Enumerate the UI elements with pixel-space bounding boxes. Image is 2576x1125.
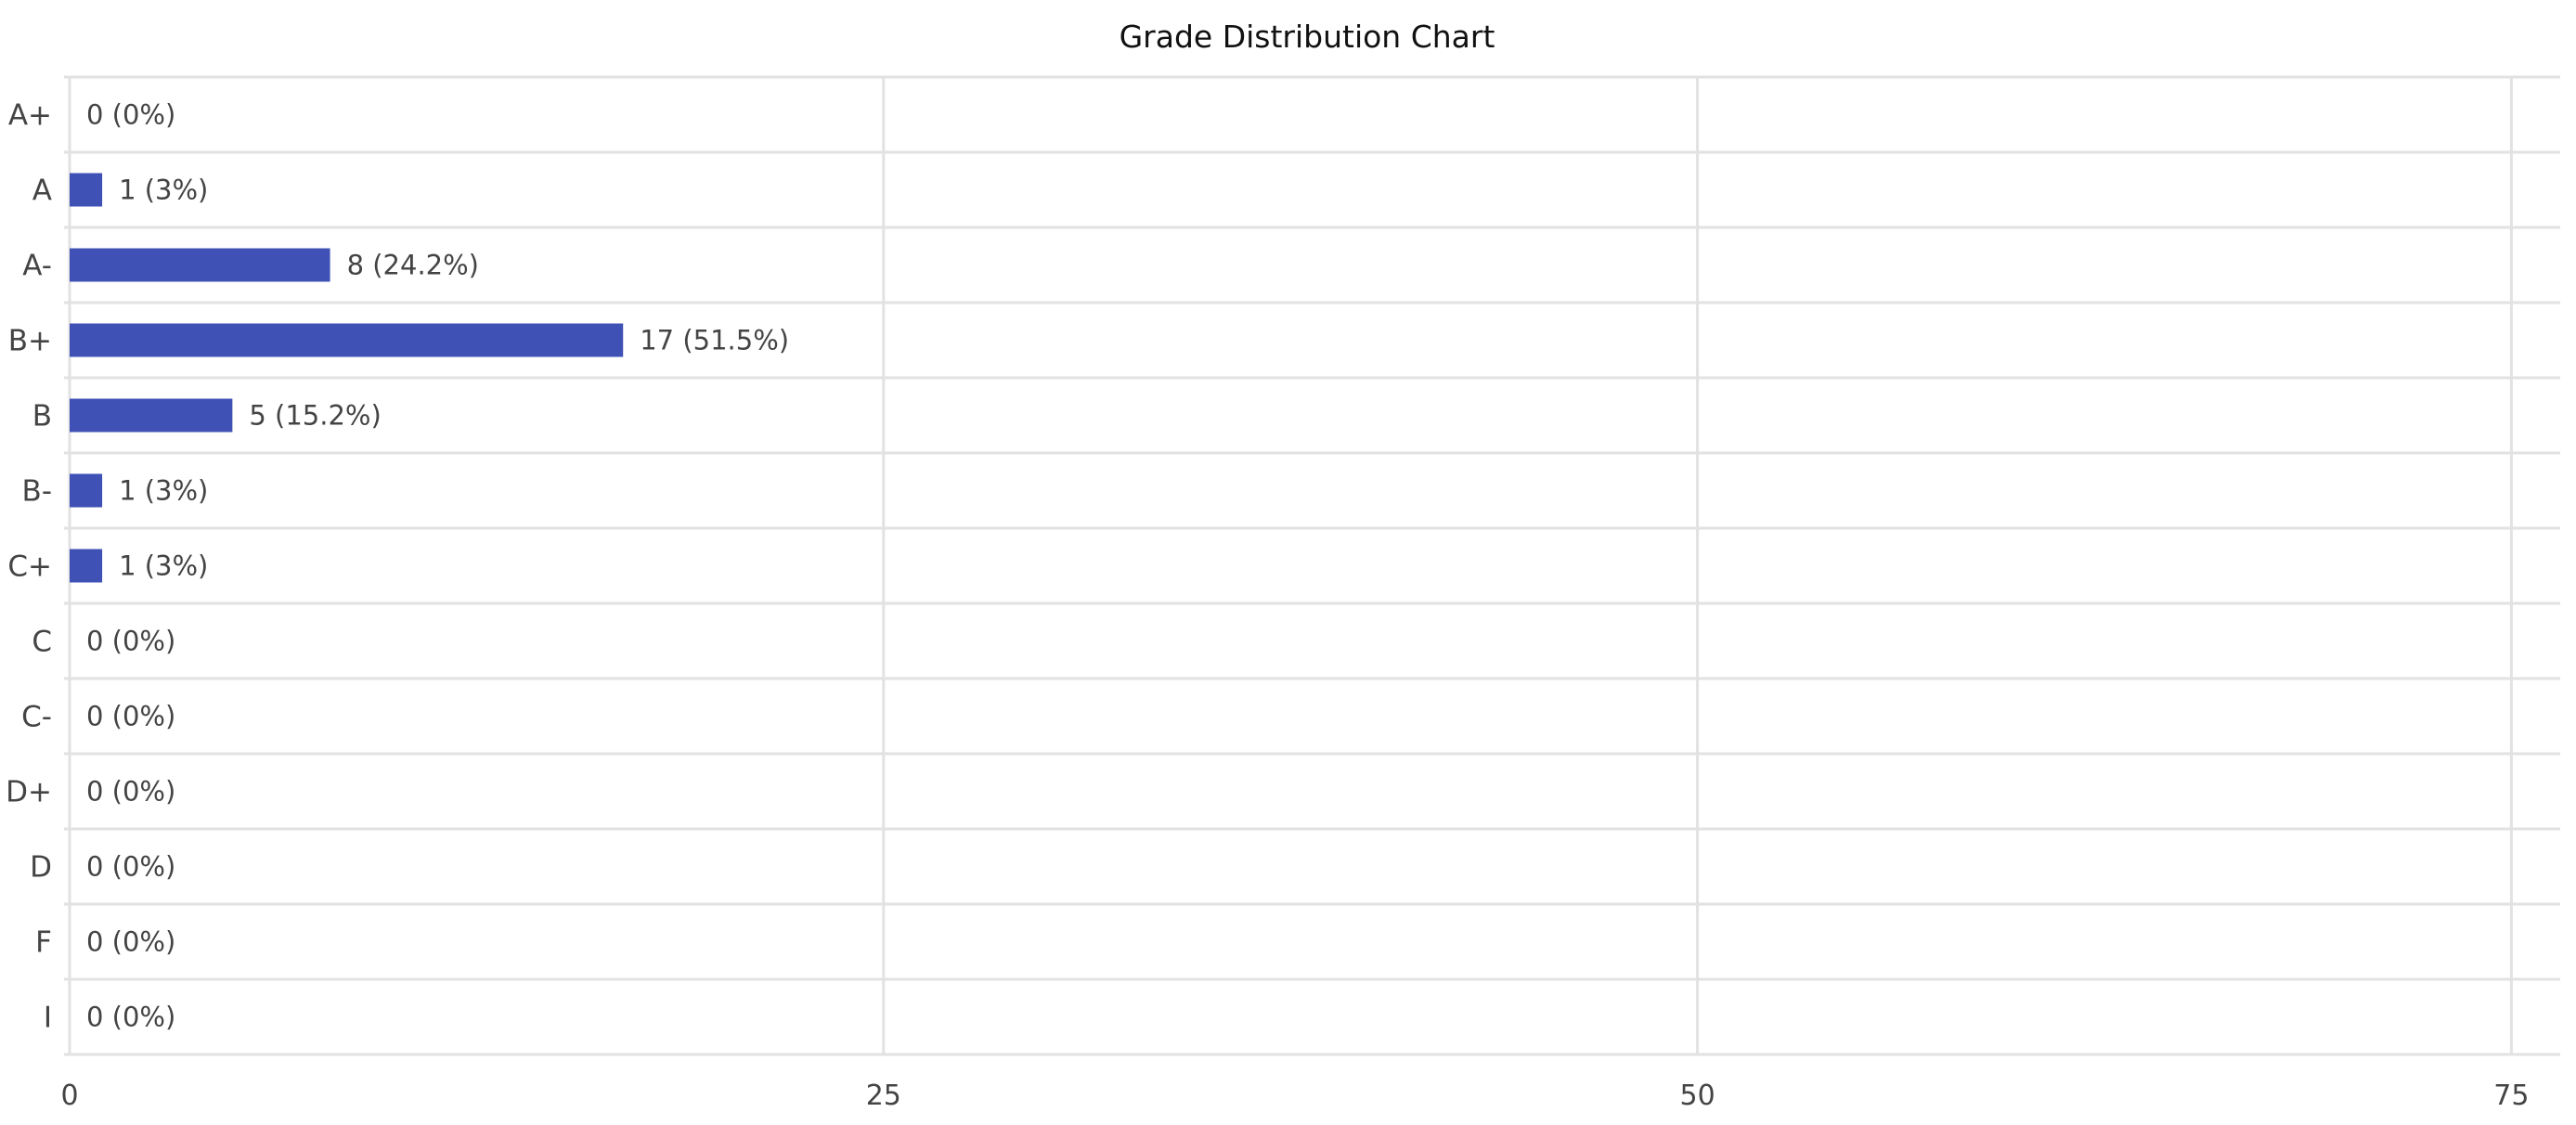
category-label-b-plus: B+ [8, 325, 52, 358]
bar-a[interactable] [70, 173, 103, 207]
bar-b[interactable] [70, 398, 233, 433]
row-separators [64, 75, 2560, 1056]
category-label-a-plus: A+ [8, 99, 52, 133]
bar-b-minus[interactable] [70, 473, 103, 508]
data-label-i: 0 (0%) [86, 1002, 175, 1033]
data-label-d-plus: 0 (0%) [86, 776, 175, 808]
category-label-c-minus: C- [21, 701, 52, 734]
category-label-c: C [32, 626, 52, 659]
grid-layer [68, 77, 2513, 1054]
data-label-a: 1 (3%) [119, 175, 208, 206]
x-tick-label-50: 50 [1680, 1080, 1715, 1112]
data-label-a-plus: 0 (0%) [86, 99, 175, 131]
data-labels: 0 (0%) 1 (3%) 8 (24.2%) 17 (51.5%) 5 (15.2%)… [86, 99, 789, 1033]
category-label-a: A [32, 175, 52, 208]
category-label-c-plus: C+ [7, 550, 52, 584]
data-label-b-plus: 17 (51.5%) [640, 325, 789, 356]
data-label-c-plus: 1 (3%) [119, 550, 208, 582]
category-label-f: F [35, 926, 52, 960]
category-label-a-minus: A- [22, 250, 52, 283]
data-label-b: 5 (15.2%) [249, 400, 381, 432]
bar-c-plus[interactable] [70, 549, 103, 583]
bar-a-minus[interactable] [70, 248, 330, 282]
bar-b-plus[interactable] [70, 323, 624, 357]
category-label-b-minus: B- [22, 475, 52, 509]
category-label-d: D [30, 851, 52, 885]
data-label-a-minus: 8 (24.2%) [347, 250, 479, 281]
data-label-c: 0 (0%) [86, 626, 175, 657]
category-label-i: I [44, 1002, 52, 1035]
data-label-b-minus: 1 (3%) [119, 475, 208, 507]
category-label-b: B [32, 400, 52, 433]
x-tick-label-25: 25 [866, 1080, 901, 1112]
x-axis-ticks: 0 25 50 75 [60, 1080, 2529, 1112]
data-label-f: 0 (0%) [86, 926, 175, 958]
data-label-c-minus: 0 (0%) [86, 701, 175, 732]
bars [70, 173, 624, 583]
data-label-d: 0 (0%) [86, 851, 175, 883]
x-tick-label-0: 0 [60, 1080, 78, 1112]
category-label-d-plus: D+ [6, 776, 52, 809]
chart-title: Grade Distribution Chart [1120, 19, 1495, 55]
x-tick-label-75: 75 [2493, 1080, 2529, 1112]
category-labels: A+ A A- B+ B B- C+ C C- D+ D F I [6, 99, 52, 1035]
